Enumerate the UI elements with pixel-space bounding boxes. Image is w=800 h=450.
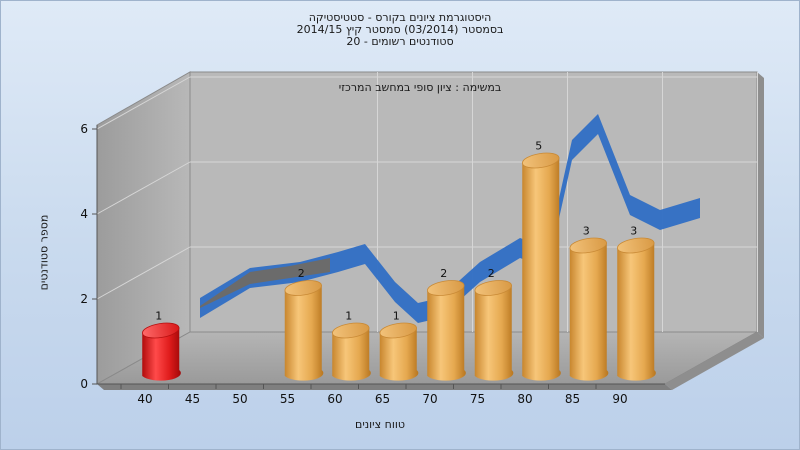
right-edge: [757, 72, 764, 338]
bar-top: [332, 322, 370, 339]
axes: 0 2 4 6 40 45 50 55 60 65 70 75 80 85 90: [80, 122, 665, 406]
bar-value-label: 3: [630, 225, 637, 238]
y-tick-label: 6: [80, 122, 88, 136]
bar-body: [522, 157, 561, 381]
x-tick-label: 45: [185, 392, 200, 406]
x-tick-label: 85: [565, 392, 580, 406]
x-axis-label: טווח ציונים: [355, 418, 405, 431]
bar: [284, 280, 324, 381]
bar-value-label: 1: [155, 310, 162, 323]
y-tick-label: 0: [80, 377, 88, 391]
bar-body: [284, 285, 324, 381]
bar-top: [284, 280, 322, 296]
back-wall: [189, 71, 758, 333]
bar-body: [617, 242, 656, 381]
bar-top: [379, 322, 417, 339]
bar-top: [569, 237, 607, 254]
chart-subtitle: במשימה : ציון סופי במחשב המרכזי: [338, 81, 502, 94]
bar-body: [332, 327, 371, 381]
bar-body: [379, 327, 419, 381]
floor-front-edge: [97, 384, 672, 390]
bars: [142, 152, 656, 381]
gridline-wall: [96, 76, 191, 130]
bar-top: [474, 280, 512, 296]
bar-body: [474, 285, 514, 381]
bar-top: [522, 152, 560, 169]
gridline-wall: [96, 246, 191, 300]
x-tick-label: 90: [612, 392, 627, 406]
x-tick-label: 50: [232, 392, 247, 406]
x-tick-label: 80: [517, 392, 532, 406]
chart-title-line-1: היסטוגרמת ציונים בקורס - סטטיסטיקה: [308, 11, 492, 24]
bar-top: [142, 322, 180, 339]
x-tick-label: 65: [375, 392, 390, 406]
y-axis-label: מספר סטודנטים: [37, 214, 51, 291]
data-labels: 1 2 1 1 2 2 5 3 3: [155, 140, 637, 323]
bar-value-label: 2: [440, 267, 447, 280]
bar: [569, 237, 609, 381]
bar: [332, 322, 371, 381]
bar-value-label: 5: [535, 140, 542, 153]
bar-body: [427, 285, 466, 381]
bar: [427, 280, 466, 381]
bar-value-label: 1: [393, 310, 400, 323]
bar-value-label: 2: [298, 267, 305, 280]
bar-body: [142, 327, 181, 381]
gridline-wall: [96, 161, 191, 215]
y-tick-label: 4: [80, 207, 88, 221]
bar: [522, 152, 561, 381]
x-tick-label: 60: [327, 392, 342, 406]
chart-title-line-2: בסמסטר (03/2014) סמסטר קיץ 2014/15: [296, 23, 504, 36]
bar-value-label: 2: [488, 267, 495, 280]
x-tick-label: 55: [280, 392, 295, 406]
bar-body: [569, 242, 609, 381]
curve-ribbon-shadow: [200, 258, 330, 308]
bar-value-label: 1: [345, 310, 352, 323]
bar: [474, 280, 514, 381]
bar: [379, 322, 419, 381]
x-tick-label: 40: [137, 392, 152, 406]
x-tick-label: 75: [470, 392, 485, 406]
x-tick-label: 70: [422, 392, 437, 406]
bar-top: [617, 237, 655, 254]
floor: [95, 331, 759, 385]
floor-edge: [665, 332, 764, 390]
bar: [617, 237, 656, 381]
bar: [142, 322, 181, 381]
chart-title-line-3: סטודנטים רשומים - 20: [346, 35, 454, 48]
bar-top: [427, 280, 465, 296]
distribution-curve: [200, 114, 700, 323]
y-tick-label: 2: [80, 292, 88, 306]
bar-value-label: 3: [583, 225, 590, 238]
